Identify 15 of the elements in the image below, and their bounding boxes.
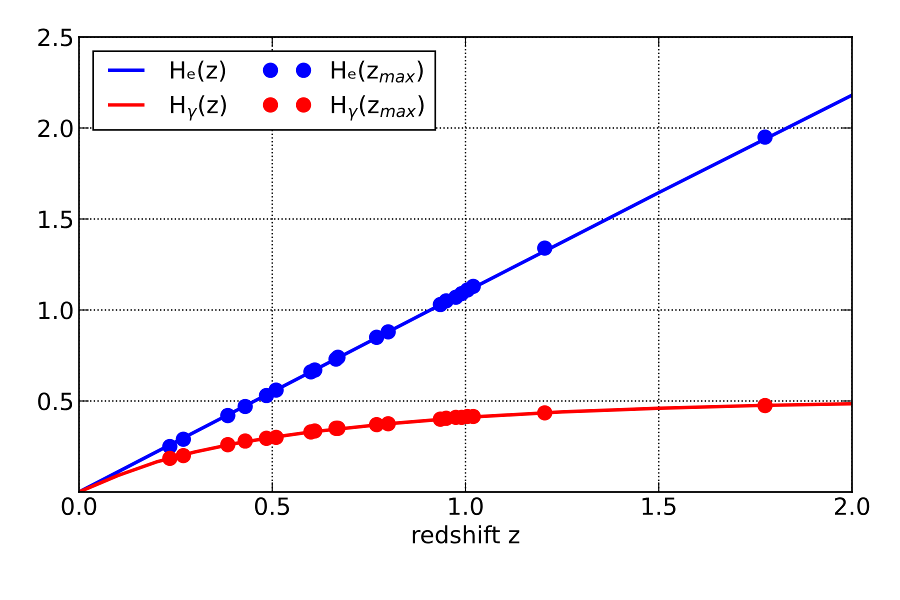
x-tick-label: 1.0 (449, 497, 483, 516)
x-tick-label: 2.0 (834, 497, 870, 516)
y-tick-label: 2.5 (38, 28, 72, 46)
x-tick-label: 1.5 (642, 498, 676, 516)
legend-label: H$_{γ}$(z) (171, 95, 226, 120)
legend-label: Hₑ(z$_{max}$) (332, 60, 423, 83)
legend-label: Hₑ(z) (171, 60, 226, 82)
y-tick-label: 1.5 (39, 210, 72, 228)
y-tick-label: 2.0 (38, 119, 73, 138)
legend-label: H$_{γ}$(z$_{max}$) (332, 95, 424, 120)
x-tick-label: 0.0 (62, 497, 96, 516)
x-axis-title: redshift z (412, 525, 520, 544)
y-tick-label: 0.5 (38, 392, 72, 410)
y-tick-label: 1.0 (39, 301, 73, 320)
x-tick-label: 0.5 (255, 497, 289, 516)
